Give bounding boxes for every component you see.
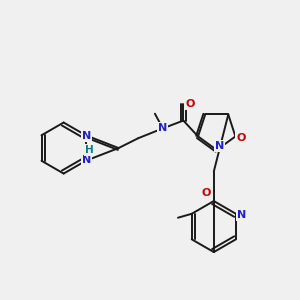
Text: N: N <box>82 155 91 165</box>
Text: N: N <box>158 123 167 134</box>
Text: O: O <box>237 134 246 143</box>
Text: H: H <box>85 145 94 155</box>
Text: O: O <box>186 99 195 109</box>
Text: N: N <box>237 210 246 220</box>
Text: N: N <box>215 141 224 151</box>
Text: N: N <box>82 131 91 141</box>
Text: O: O <box>201 188 211 198</box>
